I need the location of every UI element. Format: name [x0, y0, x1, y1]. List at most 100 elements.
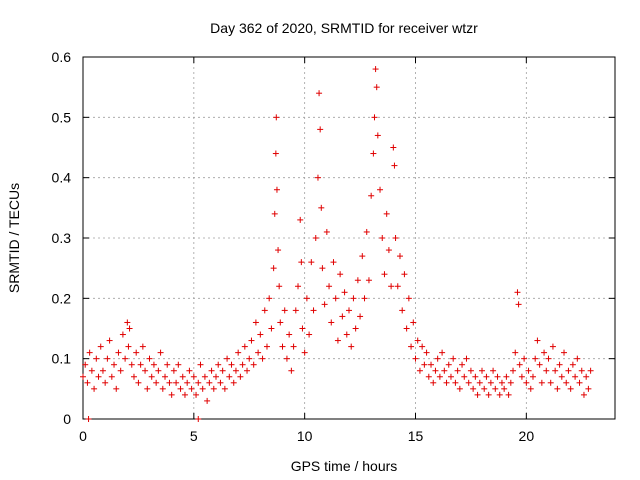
data-point [412, 355, 419, 362]
data-point [461, 373, 468, 380]
data-point [403, 325, 410, 332]
data-point [323, 228, 330, 235]
data-point [410, 319, 417, 326]
data-point [84, 379, 91, 386]
y-tick-label: 0.3 [52, 230, 72, 246]
data-point [281, 307, 288, 314]
x-tick-labels: 0 5 10 15 20 [79, 428, 534, 444]
data-point [275, 247, 282, 254]
data-point [226, 373, 233, 380]
data-point [186, 367, 193, 374]
data-point [204, 397, 211, 404]
data-point [108, 373, 115, 380]
data-point [348, 343, 355, 350]
data-point [392, 235, 399, 241]
x-axis-label: GPS time / hours [291, 458, 398, 474]
data-point [452, 379, 459, 386]
data-point [306, 331, 313, 338]
data-point [99, 367, 106, 374]
gridlines [83, 57, 615, 419]
data-point [308, 259, 315, 266]
data-point [354, 277, 361, 284]
data-point [556, 361, 563, 368]
data-point [416, 367, 423, 374]
data-point [561, 349, 568, 356]
data-point [268, 325, 275, 332]
data-point [467, 367, 474, 374]
data-point [536, 361, 543, 368]
data-point [578, 367, 585, 374]
data-point [481, 385, 488, 392]
data-point [326, 283, 333, 290]
data-point [310, 307, 317, 314]
data-point [428, 361, 435, 368]
data-point [341, 289, 348, 296]
data-point [246, 355, 253, 362]
data-point [421, 361, 428, 368]
data-point [301, 349, 308, 356]
data-point [85, 416, 92, 422]
data-point [321, 301, 328, 308]
data-point [483, 373, 490, 380]
data-point [547, 379, 554, 386]
data-point [390, 144, 397, 151]
data-point [175, 361, 182, 368]
data-point [257, 331, 264, 338]
data-point [150, 361, 157, 368]
data-point [439, 349, 446, 356]
data-point [273, 114, 280, 121]
data-point [312, 235, 319, 241]
data-point [130, 373, 137, 380]
data-point [298, 259, 305, 266]
data-point [228, 361, 235, 368]
data-point [122, 355, 129, 362]
data-point [434, 355, 441, 362]
data-point [195, 379, 202, 386]
data-point [405, 295, 412, 302]
y-tick-label: 0.6 [52, 49, 72, 65]
data-point [454, 367, 461, 374]
data-point [263, 343, 270, 350]
data-point [248, 337, 255, 344]
data-point [177, 385, 184, 392]
data-point [432, 367, 439, 374]
data-point [295, 283, 302, 290]
data-point [583, 373, 590, 380]
data-point [534, 337, 541, 344]
data-point [139, 343, 146, 350]
data-point [102, 379, 109, 386]
data-point [221, 385, 228, 392]
data-point [80, 373, 86, 380]
data-point [125, 343, 132, 350]
data-point [184, 379, 191, 386]
data-point [286, 331, 293, 338]
data-point [232, 367, 239, 374]
data-point [303, 295, 310, 302]
data-point [316, 90, 323, 97]
data-point [414, 337, 421, 344]
data-point [241, 343, 248, 350]
data-point [95, 373, 102, 380]
data-point [128, 361, 135, 368]
data-points [80, 66, 594, 422]
data-point [219, 367, 226, 374]
data-point [288, 367, 295, 374]
data-point [408, 343, 415, 350]
data-point [399, 307, 406, 314]
data-point [459, 361, 466, 368]
data-point [558, 373, 565, 380]
data-point [259, 355, 266, 362]
data-point [153, 379, 160, 386]
data-point [401, 271, 408, 278]
data-point [239, 361, 246, 368]
data-point [470, 385, 477, 392]
y-tick-label: 0 [63, 411, 71, 427]
data-point [146, 355, 153, 362]
data-point [423, 349, 430, 356]
data-point [379, 235, 386, 241]
data-point [436, 373, 443, 380]
data-point [463, 355, 470, 362]
data-point [317, 126, 324, 133]
data-point [532, 355, 539, 362]
data-point [585, 385, 592, 392]
